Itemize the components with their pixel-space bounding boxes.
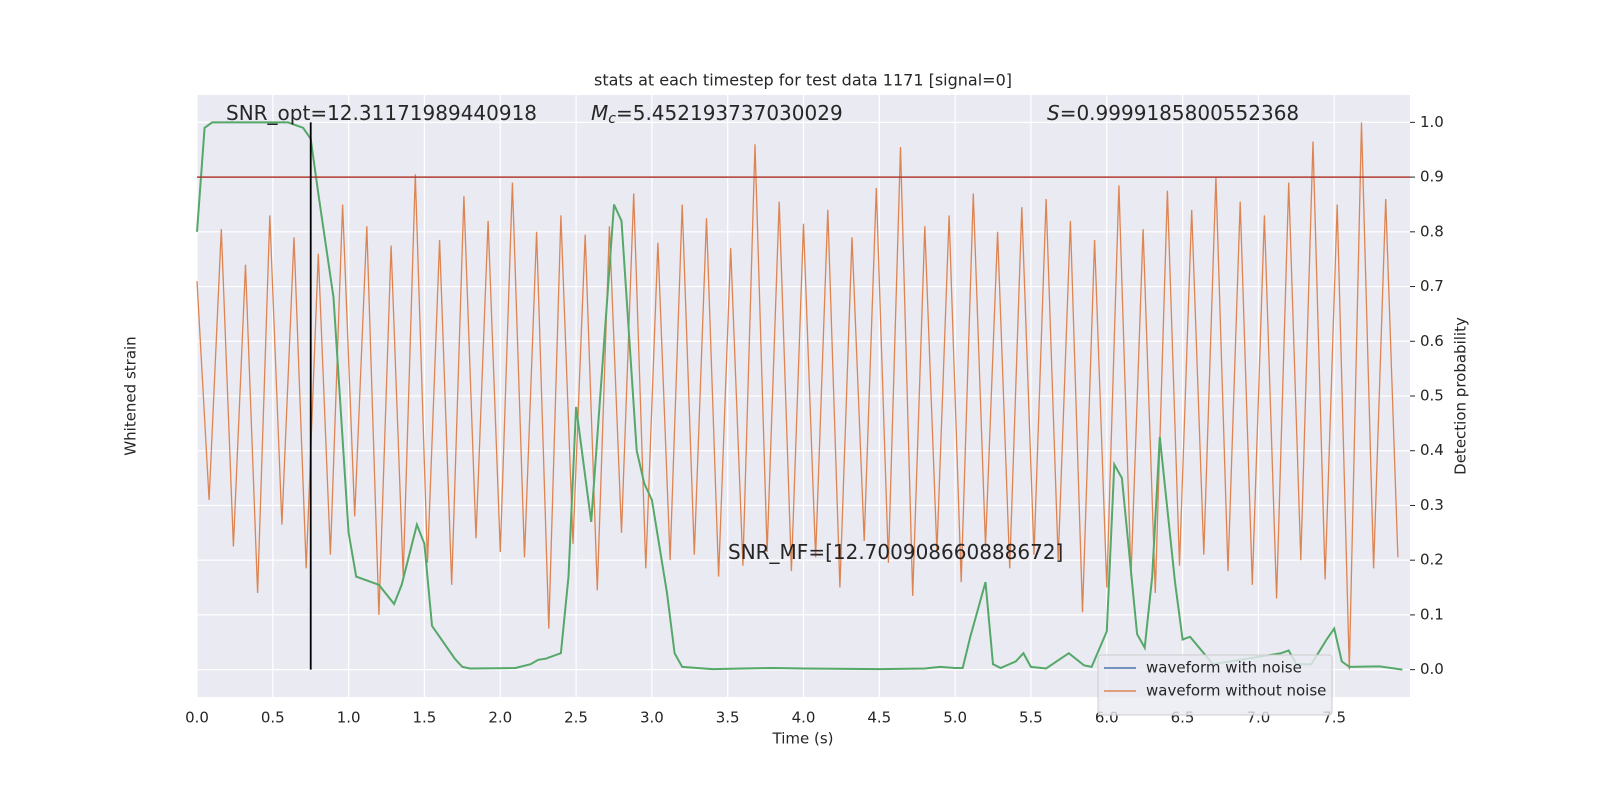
x-tick-label: 3.0 [640, 709, 664, 727]
chart-title: stats at each timestep for test data 117… [594, 71, 1012, 90]
annotation-text: SNR_opt=12.31171989440918 [226, 101, 537, 125]
y2-axis-label: Detection probability [1452, 317, 1470, 475]
y2-tick-label: 0.2 [1420, 551, 1444, 569]
data-line [196, 121, 1403, 671]
y-axis-label: Whitened strain [122, 336, 140, 455]
y2-tick-label: 0.5 [1420, 387, 1444, 405]
annotation-text: =0.9999185800552368 [1060, 101, 1299, 125]
x-tick-label: 0.5 [261, 709, 285, 727]
x-tick-label: 2.5 [564, 709, 588, 727]
annotation-text: SNR_MF=[12.700908660888672] [728, 540, 1063, 564]
annotation: SNR_opt=12.31171989440918 [226, 101, 537, 125]
legend-label: waveform without noise [1146, 682, 1326, 700]
legend [1097, 654, 1333, 716]
data-line [196, 122, 1399, 670]
x-tick-label: 5.5 [1019, 709, 1043, 727]
x-tick-label: 4.0 [792, 709, 816, 727]
y2-tick-label: 0.9 [1420, 168, 1444, 186]
legend-label: waveform with noise [1146, 659, 1302, 677]
annotation: S=0.9999185800552368 [1047, 101, 1299, 125]
y2-tick-label: 0.1 [1420, 605, 1444, 623]
x-tick-label: 1.5 [413, 709, 437, 727]
x-axis-label: Time (s) [772, 730, 834, 748]
y2-tick-label: 0.6 [1420, 332, 1444, 350]
x-tick-label: 2.0 [488, 709, 512, 727]
y2-tick-label: 1.0 [1420, 113, 1444, 131]
annotation-symbol: S [1047, 101, 1060, 125]
annotation-text: =5.452193737030029 [616, 101, 843, 125]
annotation: SNR_MF=[12.700908660888672] [728, 540, 1063, 564]
y2-tick-label: 0.8 [1420, 222, 1444, 240]
y2-tick-label: 0.4 [1420, 441, 1444, 459]
x-tick-label: 4.5 [867, 709, 891, 727]
y2-tick-label: 0.3 [1420, 496, 1444, 514]
annotation: Mc=5.452193737030029 [591, 101, 843, 128]
y2-tick-label: 0.0 [1420, 660, 1444, 678]
x-tick-label: 5.0 [943, 709, 967, 727]
annotation-subscript: c [608, 111, 616, 127]
x-tick-label: 0.0 [185, 709, 209, 727]
x-tick-label: 1.0 [337, 709, 361, 727]
y2-tick-label: 0.7 [1420, 277, 1444, 295]
x-tick-label: 3.5 [716, 709, 740, 727]
annotation-symbol: M [591, 101, 608, 125]
